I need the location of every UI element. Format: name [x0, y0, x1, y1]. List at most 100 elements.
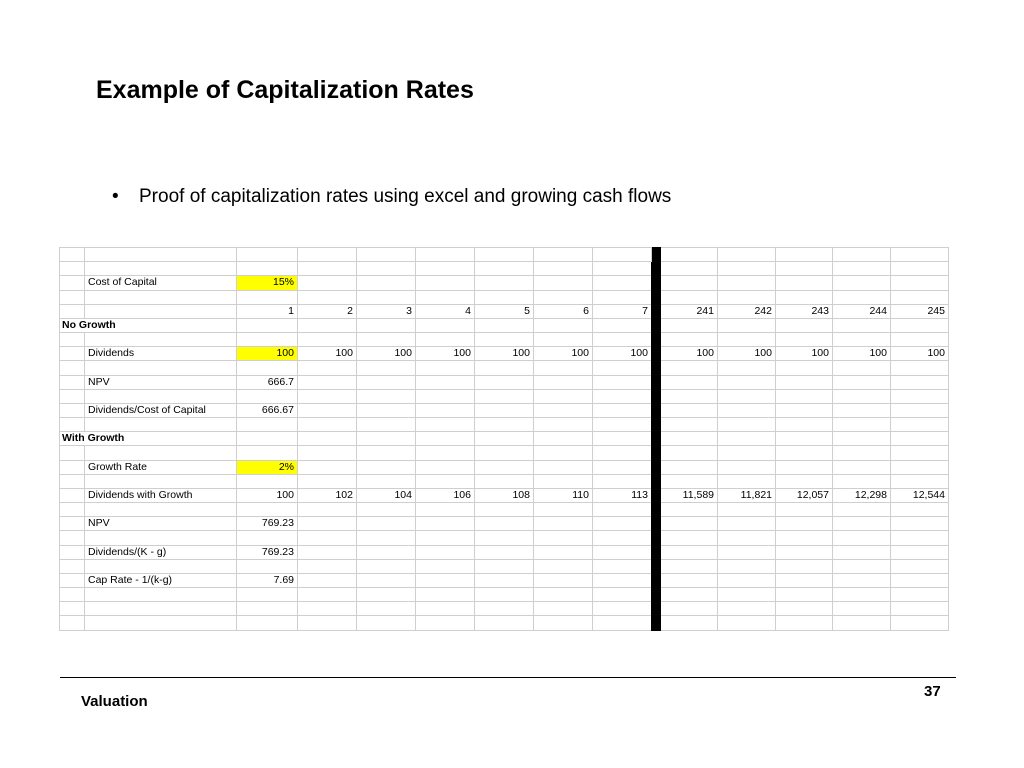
value-cell: [356, 445, 416, 461]
value-cell: [415, 459, 475, 475]
value-cell: [236, 530, 298, 546]
value-cell: [890, 332, 949, 348]
value-cell: [890, 530, 949, 546]
value-cell: 100: [775, 346, 833, 362]
value-cell: [832, 587, 891, 603]
value-cell: [890, 473, 949, 489]
value-cell: 3: [356, 303, 416, 319]
value-cell: [592, 601, 652, 617]
value-cell: [832, 445, 891, 461]
row-label: [84, 360, 237, 376]
sheet-cell: [59, 402, 85, 419]
value-cell: [775, 374, 833, 390]
value-cell: 5: [474, 303, 534, 319]
sheet-cell: [59, 289, 85, 305]
value-cell: [533, 388, 593, 404]
value-cell: 100: [533, 346, 593, 362]
value-cell: [592, 445, 652, 461]
value-cell: [236, 445, 298, 461]
value-cell: [832, 473, 891, 489]
row-label: [84, 445, 237, 461]
value-cell: [832, 516, 891, 532]
value-cell: 100: [415, 346, 475, 362]
value-cell: [356, 360, 416, 376]
value-cell: [660, 317, 718, 334]
value-cell: [592, 402, 652, 419]
value-cell: [890, 374, 949, 390]
value-cell: [890, 417, 949, 433]
value-cell: [832, 431, 891, 447]
value-cell: [660, 360, 718, 376]
value-cell: [660, 601, 718, 617]
sheet-row: Dividends/Cost of Capital 666.67: [59, 402, 949, 419]
value-cell: [775, 317, 833, 334]
value-cell: [533, 473, 593, 489]
value-cell: [832, 601, 891, 617]
value-cell: [890, 572, 949, 589]
sheet-cell: [59, 261, 85, 277]
value-cell: [890, 558, 949, 574]
row-label: Dividends/Cost of Capital: [84, 402, 237, 419]
value-cell: [474, 572, 534, 589]
value-cell: [415, 374, 475, 390]
value-cell: [717, 275, 776, 291]
value-cell: [533, 544, 593, 560]
value-cell: [533, 261, 593, 277]
value-cell: 15%: [236, 275, 298, 291]
row-label: [84, 502, 237, 518]
value-cell: [592, 246, 652, 263]
value-cell: [775, 402, 833, 419]
sheet-cell: [59, 275, 85, 291]
value-cell: [533, 417, 593, 433]
sheet-cell: [59, 417, 85, 433]
value-cell: [297, 360, 357, 376]
row-label: Cost of Capital: [84, 275, 237, 291]
value-cell: [775, 615, 833, 631]
value-cell: [660, 530, 718, 546]
value-cell: [356, 261, 416, 277]
value-cell: [592, 502, 652, 518]
value-cell: [474, 317, 534, 334]
value-cell: [717, 417, 776, 433]
value-cell: [717, 289, 776, 305]
value-cell: [533, 572, 593, 589]
sheet-row: [59, 530, 949, 546]
sheet-row: [59, 417, 949, 433]
value-cell: [415, 431, 475, 447]
value-cell: [592, 275, 652, 291]
sheet-cell: [59, 360, 85, 376]
value-cell: 100: [832, 346, 891, 362]
value-cell: [415, 530, 475, 546]
value-cell: [717, 459, 776, 475]
value-cell: [356, 516, 416, 532]
row-label: [84, 587, 237, 603]
value-cell: [717, 332, 776, 348]
value-cell: [356, 388, 416, 404]
value-cell: [297, 402, 357, 419]
value-cell: [415, 317, 475, 334]
sheet-cell: [59, 459, 85, 475]
value-cell: [533, 374, 593, 390]
value-cell: [832, 459, 891, 475]
value-cell: [775, 530, 833, 546]
value-cell: [775, 558, 833, 574]
value-cell: [660, 275, 718, 291]
value-cell: [660, 516, 718, 532]
value-cell: 100: [592, 346, 652, 362]
value-cell: [717, 615, 776, 631]
value-cell: 7: [592, 303, 652, 319]
value-cell: [890, 502, 949, 518]
value-cell: [415, 615, 475, 631]
value-cell: 7.69: [236, 572, 298, 589]
value-cell: [297, 332, 357, 348]
value-cell: 102: [297, 487, 357, 504]
value-cell: [474, 459, 534, 475]
value-cell: [890, 445, 949, 461]
value-cell: [592, 374, 652, 390]
value-cell: 104: [356, 487, 416, 504]
value-cell: 6: [533, 303, 593, 319]
value-cell: [297, 317, 357, 334]
column-break-separator: [651, 247, 661, 631]
row-label: Growth Rate: [84, 459, 237, 475]
value-cell: [297, 572, 357, 589]
